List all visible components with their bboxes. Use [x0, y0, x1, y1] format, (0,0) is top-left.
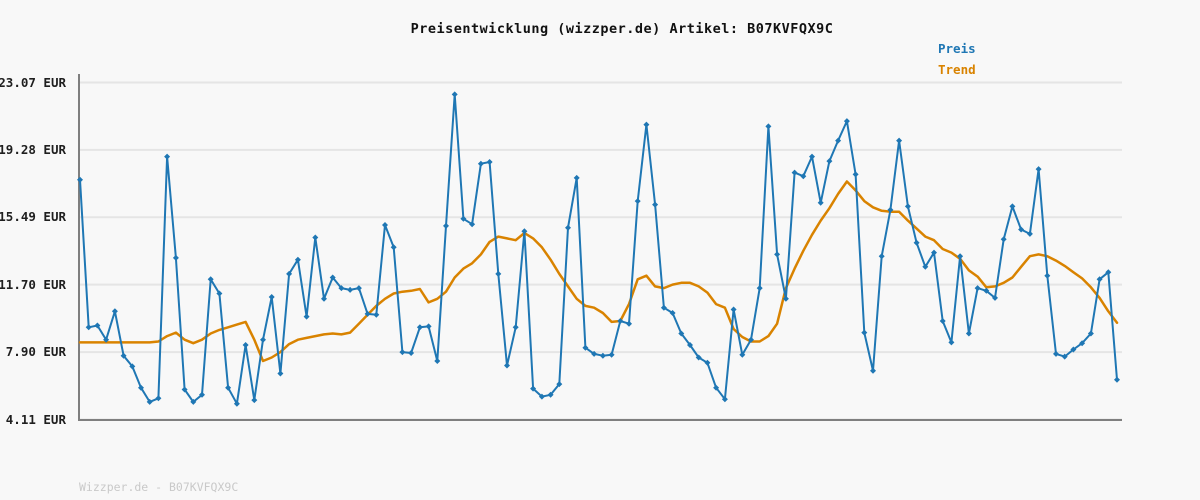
chart-title: Preisentwicklung (wizzper.de) Artikel: B…: [410, 21, 834, 37]
legend-item-trend: Trend: [938, 62, 976, 77]
y-axis-tick-label: 23.07 EUR: [0, 74, 66, 90]
y-axis-tick-label: 15.49 EUR: [0, 209, 66, 225]
preis-series-line: [79, 93, 1118, 405]
y-axis-tick-label: 11.70 EUR: [0, 276, 66, 292]
preis-series-markers: [77, 91, 1120, 407]
y-axis-tick-label: 4.11 EUR: [5, 411, 66, 427]
legend: Preis Trend: [938, 38, 976, 80]
footer-watermark: Wizzper.de - B07KVFQX9C: [79, 480, 239, 494]
y-axis-tick-label: 7.90 EUR: [5, 344, 66, 360]
y-axis-tick-label: 19.28 EUR: [0, 141, 66, 157]
y-axis-labels: 23.07 EUR 19.28 EUR 15.49 EUR 11.70 EUR 7.90…: [0, 0, 66, 500]
legend-item-preis: Preis: [938, 41, 976, 56]
trend-series-line: [78, 180, 1119, 363]
